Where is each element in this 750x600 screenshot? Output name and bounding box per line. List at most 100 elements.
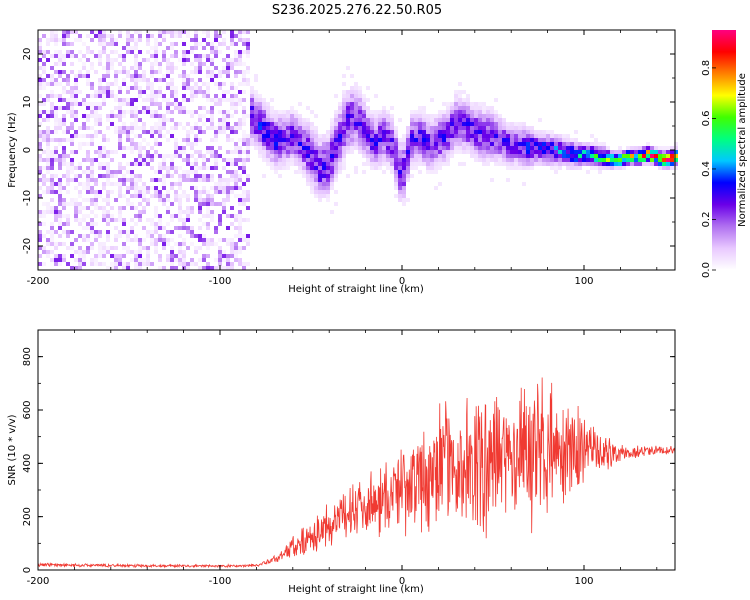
spectrogram-cell: [134, 98, 138, 102]
spectrogram-cell: [342, 110, 346, 114]
spectrogram-cell: [122, 146, 126, 150]
spectrogram-cell: [234, 74, 238, 78]
spectrogram-cell: [522, 166, 526, 170]
spectrogram-cell: [350, 106, 354, 110]
spectrogram-cell: [486, 150, 490, 154]
spectrogram-cell: [50, 38, 54, 42]
spectrogram-cell: [274, 146, 278, 150]
spectrogram-cell: [42, 190, 46, 194]
colorbar-tick-label: 0.4: [701, 161, 712, 177]
spectrogram-cell: [126, 98, 130, 102]
spectrogram-cell: [318, 142, 322, 146]
spectrogram-cell: [242, 246, 246, 250]
spectrogram-cell: [66, 34, 70, 38]
spectrogram-cell: [106, 214, 110, 218]
spectrogram-cell: [450, 102, 454, 106]
spectrogram-cell: [234, 146, 238, 150]
spectrogram-cell: [402, 158, 406, 162]
spectrogram-cell: [74, 130, 78, 134]
spectrogram-cell: [78, 258, 82, 262]
spectrogram-cell: [206, 118, 210, 122]
spectrogram-cell: [238, 102, 242, 106]
spectrogram-cell: [422, 150, 426, 154]
spectrogram-cell: [74, 210, 78, 214]
spectrogram-cell: [666, 162, 670, 166]
spectrogram-cell: [278, 114, 282, 118]
spectrogram-cell: [122, 54, 126, 58]
spectrogram-cell: [130, 178, 134, 182]
spectrogram-cell: [286, 166, 290, 170]
spectrogram-cell: [134, 134, 138, 138]
spectrogram-cell: [78, 190, 82, 194]
spectrogram-cell: [310, 126, 314, 130]
spectrogram-cell: [246, 30, 250, 34]
spectrogram-cell: [562, 162, 566, 166]
spectrogram-cell: [50, 154, 54, 158]
spectrogram-cell: [106, 198, 110, 202]
spectrogram-cell: [298, 170, 302, 174]
spectrogram-cell: [638, 158, 642, 162]
spectrogram-cell: [226, 122, 230, 126]
spectrogram-cell: [546, 154, 550, 158]
spectrogram-cell: [102, 34, 106, 38]
spectrogram-cell: [90, 186, 94, 190]
spectrogram-cell: [66, 166, 70, 170]
colorbar: 0.00.20.40.60.8 Normalized spectral ampl…: [701, 30, 748, 278]
spectrogram-cell: [282, 138, 286, 142]
spectrogram-cell: [322, 186, 326, 190]
spectrogram-cell: [138, 254, 142, 258]
spectrogram-cell: [202, 242, 206, 246]
spectrogram-cell: [82, 182, 86, 186]
spectrogram-cell: [230, 150, 234, 154]
spectrogram-cell: [566, 134, 570, 138]
spectrogram-cell: [138, 94, 142, 98]
spectrogram-cell: [278, 126, 282, 130]
spectrogram-cell: [266, 126, 270, 130]
spectrogram-cell: [178, 234, 182, 238]
spectrogram-cell: [194, 110, 198, 114]
spectrogram-cell: [194, 82, 198, 86]
spectrogram-cell: [62, 150, 66, 154]
spectrogram-cell: [154, 214, 158, 218]
spectrogram-cell: [166, 258, 170, 262]
spectrogram-cell: [122, 46, 126, 50]
spectrogram-cell: [62, 146, 66, 150]
spectrogram-cell: [602, 150, 606, 154]
spectrogram-cell: [66, 190, 70, 194]
spectrogram-cell: [314, 130, 318, 134]
spectrogram-cell: [362, 110, 366, 114]
spectrogram-cell: [326, 138, 330, 142]
spectrogram-cell: [198, 202, 202, 206]
spectrogram-cell: [254, 98, 258, 102]
spectrogram-cell: [82, 54, 86, 58]
spectrogram-cell: [182, 94, 186, 98]
spectrogram-cell: [446, 142, 450, 146]
spectrogram-cell: [518, 158, 522, 162]
spectrogram-cell: [474, 110, 478, 114]
spectrogram-cell: [650, 146, 654, 150]
spectrogram-cell: [186, 198, 190, 202]
spectrogram-cell: [202, 198, 206, 202]
spectrogram-cell: [446, 118, 450, 122]
spectrogram-cell: [150, 86, 154, 90]
spectrogram-cell: [410, 134, 414, 138]
spectrogram-cell: [378, 110, 382, 114]
spectrogram-cell: [154, 154, 158, 158]
spectrogram-cell: [54, 70, 58, 74]
spectrogram-cell: [354, 106, 358, 110]
spectrogram-cell: [362, 130, 366, 134]
spectrogram-cell: [50, 158, 54, 162]
spectrogram-cell: [186, 58, 190, 62]
spectrogram-cell: [246, 238, 250, 242]
spectrogram-cell: [426, 130, 430, 134]
spectrogram-cell: [298, 118, 302, 122]
spectrogram-cell: [370, 162, 374, 166]
spectrogram-cell: [162, 94, 166, 98]
spectrogram-cell: [546, 162, 550, 166]
spectrogram-cell: [166, 30, 170, 34]
spectrogram-cell: [206, 246, 210, 250]
spectrogram-cell: [66, 98, 70, 102]
spectrogram-cell: [134, 214, 138, 218]
spectrogram-cell: [174, 138, 178, 142]
